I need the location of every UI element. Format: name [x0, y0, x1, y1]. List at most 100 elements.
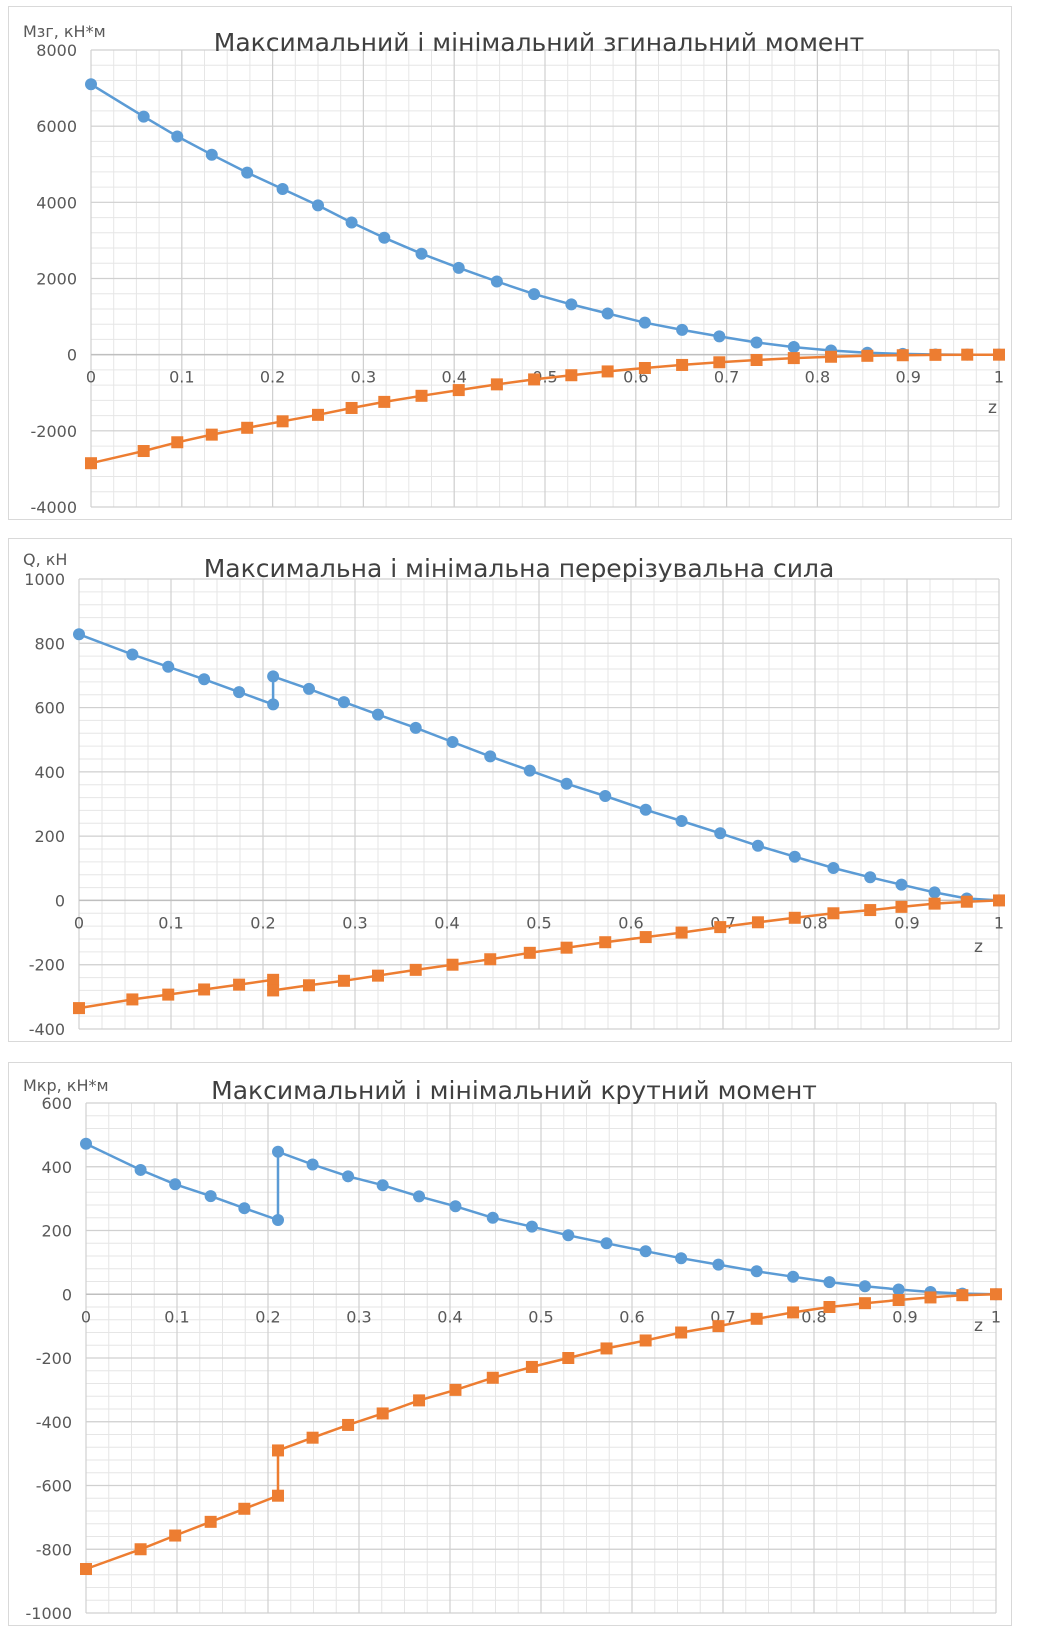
- min-series-point: [80, 1563, 92, 1576]
- x-tick-label: 0.4: [434, 913, 459, 932]
- max-series-point: [788, 850, 801, 863]
- min-series-point: [827, 907, 840, 920]
- y-axis-label: Мзг, кН*м: [23, 22, 106, 41]
- x-axis-label: z: [974, 937, 983, 957]
- y-axis-label: Q, кН: [23, 550, 67, 569]
- max-series-point: [376, 1179, 389, 1192]
- torque-chart: 600 400 200 0 -200 -400 -600 -800 -1000 0 0.1 0.2 0.…: [8, 1062, 1012, 1626]
- min-series-point: [676, 358, 689, 371]
- max-series-point: [342, 1170, 355, 1183]
- y-tick-label: 800: [34, 634, 65, 653]
- min-series-point: [137, 445, 150, 458]
- max-series-point: [85, 78, 97, 91]
- y-tick-label: -200: [29, 956, 65, 975]
- x-tick-label: 1: [994, 913, 1004, 932]
- min-series-point: [267, 984, 280, 997]
- min-series-point: [560, 941, 573, 954]
- min-series-point: [787, 352, 800, 365]
- max-series-point: [827, 861, 840, 874]
- max-series-point: [750, 336, 763, 349]
- min-series-point: [272, 1444, 285, 1457]
- y-tick-label: -1000: [26, 1604, 73, 1623]
- x-tick-label: 0.5: [526, 913, 551, 932]
- max-series-point: [601, 307, 614, 320]
- max-series-point: [312, 199, 324, 212]
- max-series-point: [267, 670, 280, 683]
- min-series-point: [198, 983, 211, 996]
- y-tick-label: 6000: [36, 117, 77, 136]
- max-series-point: [238, 1202, 251, 1215]
- min-series-point: [928, 897, 941, 910]
- min-series-point: [376, 1407, 389, 1420]
- min-series-point: [372, 969, 384, 982]
- max-series-point: [306, 1158, 319, 1171]
- x-tick-label: 0.6: [619, 1307, 644, 1326]
- min-series-point: [713, 356, 726, 369]
- max-series-point: [562, 1229, 575, 1242]
- min-series-point: [490, 378, 503, 391]
- x-tick-label: 0.9: [895, 368, 920, 387]
- max-series-point: [675, 815, 688, 828]
- min-series-point: [993, 894, 1005, 907]
- max-series-point: [452, 261, 465, 274]
- max-series-point: [639, 1245, 652, 1258]
- y-tick-label: 400: [34, 763, 65, 782]
- min-series-point: [714, 921, 727, 934]
- min-series-point: [345, 401, 358, 414]
- max-series-point: [751, 839, 764, 852]
- min-series-point: [961, 348, 974, 361]
- y-tick-label: 0: [62, 1285, 72, 1304]
- y-tick-label: 200: [34, 827, 65, 846]
- x-tick-label: 0.3: [346, 1307, 371, 1326]
- y-tick-label: 400: [41, 1158, 72, 1177]
- max-series-point: [204, 1190, 217, 1203]
- max-series-point: [409, 721, 422, 734]
- min-series-point: [639, 931, 652, 944]
- x-tick-label: 0: [86, 368, 96, 387]
- chart-title: Максимальна і мінімальна перерізувальна …: [204, 554, 835, 583]
- max-series-point: [787, 341, 800, 354]
- min-series-point: [601, 365, 614, 378]
- x-tick-label: 0.4: [437, 1307, 462, 1326]
- max-series-point: [787, 1270, 800, 1283]
- min-series-point: [750, 1312, 763, 1325]
- min-series-point: [639, 1334, 652, 1347]
- max-series-point: [267, 698, 280, 711]
- min-series-point: [267, 973, 280, 986]
- min-series-point: [993, 348, 1005, 361]
- max-series-point: [858, 1280, 871, 1293]
- y-axis-label: Мкр, кН*м: [23, 1076, 109, 1095]
- min-series-point: [956, 1289, 969, 1302]
- min-series-point: [415, 389, 428, 402]
- max-series-point: [73, 628, 85, 641]
- min-series-point: [864, 904, 877, 917]
- max-series-point: [205, 148, 218, 161]
- min-series-point: [134, 1543, 147, 1556]
- x-tick-label: 0.7: [714, 368, 739, 387]
- max-series-point: [446, 735, 459, 748]
- min-series-point: [306, 1431, 319, 1444]
- max-series-point: [276, 183, 289, 196]
- max-series-point: [599, 789, 612, 802]
- min-series-point: [312, 408, 324, 421]
- x-tick-label: 0.3: [342, 913, 367, 932]
- max-series-point: [823, 1276, 836, 1289]
- max-series-point: [80, 1137, 92, 1150]
- min-series-point: [169, 1529, 182, 1542]
- shear-force-chart: 1000 800 600 400 200 0 -200 -400 0 0.1 0.2 0.3 0.4 0.…: [8, 538, 1012, 1042]
- min-series-point: [85, 457, 97, 470]
- x-tick-label: 0.9: [892, 1307, 917, 1326]
- y-tick-label: -800: [36, 1540, 72, 1559]
- min-series-point: [896, 349, 909, 362]
- y-tick-label: -600: [36, 1477, 72, 1496]
- max-series-point: [233, 686, 246, 699]
- x-tick-label: 0.9: [894, 913, 919, 932]
- x-tick-label: 0.1: [158, 913, 183, 932]
- chart-svg: 600 400 200 0 -200 -400 -600 -800 -1000 0 0.1 0.2 0.…: [23, 1076, 1002, 1623]
- chart-title: Максимальний і мінімальний згинальний мо…: [214, 28, 864, 57]
- min-series-point: [638, 361, 651, 374]
- min-series-point: [272, 1489, 285, 1502]
- max-series-point: [241, 166, 254, 179]
- min-series-point: [929, 348, 942, 361]
- max-series-point: [162, 660, 175, 673]
